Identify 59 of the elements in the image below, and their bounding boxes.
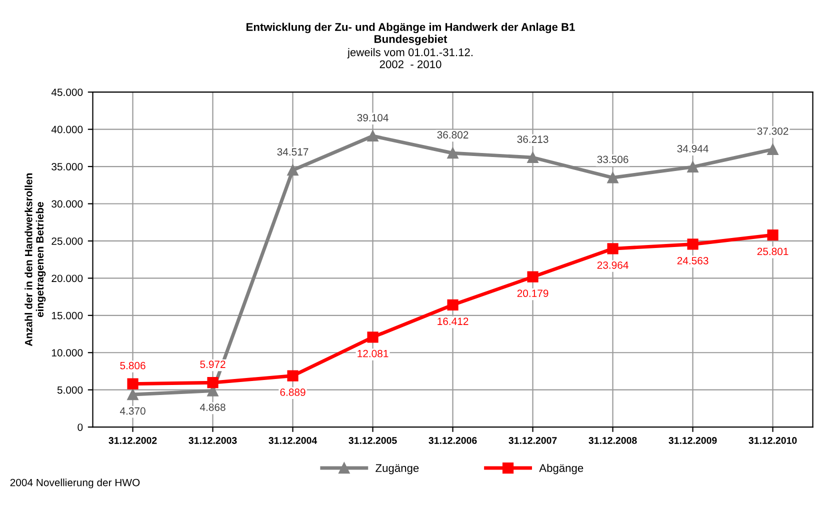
data-label: 37.302 <box>757 127 788 135</box>
x-tick-label: 31.12.2005 <box>348 437 397 444</box>
legend-label: Abgänge <box>539 464 584 474</box>
x-tick-label: 31.12.2010 <box>748 437 797 444</box>
data-label: 5.972 <box>200 360 226 368</box>
data-label: 36.213 <box>517 136 548 143</box>
x-tick-label: 31.12.2009 <box>668 437 717 444</box>
data-label: 36.802 <box>437 131 468 139</box>
legend-label: Zugänge <box>376 464 419 474</box>
data-label: 24.563 <box>677 256 708 264</box>
y-axis-title: Anzahl der in den Handwerksrollen eingetragenen Betriebe <box>24 173 46 346</box>
x-tick-label: 31.12.2004 <box>268 437 318 444</box>
y-tick-label: 25.000 <box>52 237 83 245</box>
y-tick-label: 30.000 <box>52 200 83 208</box>
data-label: 23.964 <box>597 261 628 269</box>
point <box>527 152 538 164</box>
point <box>607 172 618 184</box>
x-tick-label: 31.12.2003 <box>188 437 237 444</box>
x-tick-label: 31.12.2002 <box>108 437 157 444</box>
text: 2004 Novellierung der HWO <box>10 478 140 488</box>
point <box>767 144 778 155</box>
y-tick-label: 40.000 <box>51 126 83 134</box>
point <box>447 299 458 310</box>
data-label: 34.517 <box>277 148 308 156</box>
chart-subtitle: jeweils vom 01.01.-31.12. 2002 - 2010 <box>347 48 472 68</box>
point <box>447 148 458 159</box>
data-label: 4.868 <box>200 404 226 411</box>
point <box>607 243 618 254</box>
y-tick-label: 20.000 <box>52 274 83 282</box>
data-label: 34.944 <box>677 145 708 152</box>
y-tick-label: 45.000 <box>51 88 83 96</box>
y-tick-label: 15.000 <box>52 312 83 320</box>
point <box>367 130 378 142</box>
data-label: 33.506 <box>597 156 628 164</box>
point <box>527 271 538 282</box>
point <box>287 370 298 382</box>
point <box>127 378 138 390</box>
data-label: 16.412 <box>438 318 468 326</box>
data-label: 6.889 <box>280 388 306 396</box>
point <box>367 332 378 343</box>
data-label: 5.806 <box>120 362 146 370</box>
data-label: 12.081 <box>358 350 388 358</box>
data-label: 39.104 <box>357 114 388 122</box>
point <box>287 164 298 176</box>
point <box>767 229 778 241</box>
x-tick-label: 31.12.2008 <box>588 437 637 444</box>
data-label: 25.801 <box>757 248 788 256</box>
point <box>127 388 138 400</box>
point <box>687 161 698 173</box>
x-tick-label: 31.12.2006 <box>428 437 477 444</box>
x-tick-label: 31.12.2007 <box>508 437 557 444</box>
y-tick-label: 35.000 <box>52 163 83 170</box>
y-tick-label: 0 <box>78 424 83 431</box>
y-tick-label: 10.000 <box>52 349 83 357</box>
point <box>207 377 218 388</box>
data-label: 20.179 <box>517 290 548 298</box>
data-label: 4.370 <box>120 407 146 415</box>
point <box>687 238 698 250</box>
y-tick-label: 5.000 <box>57 386 83 394</box>
